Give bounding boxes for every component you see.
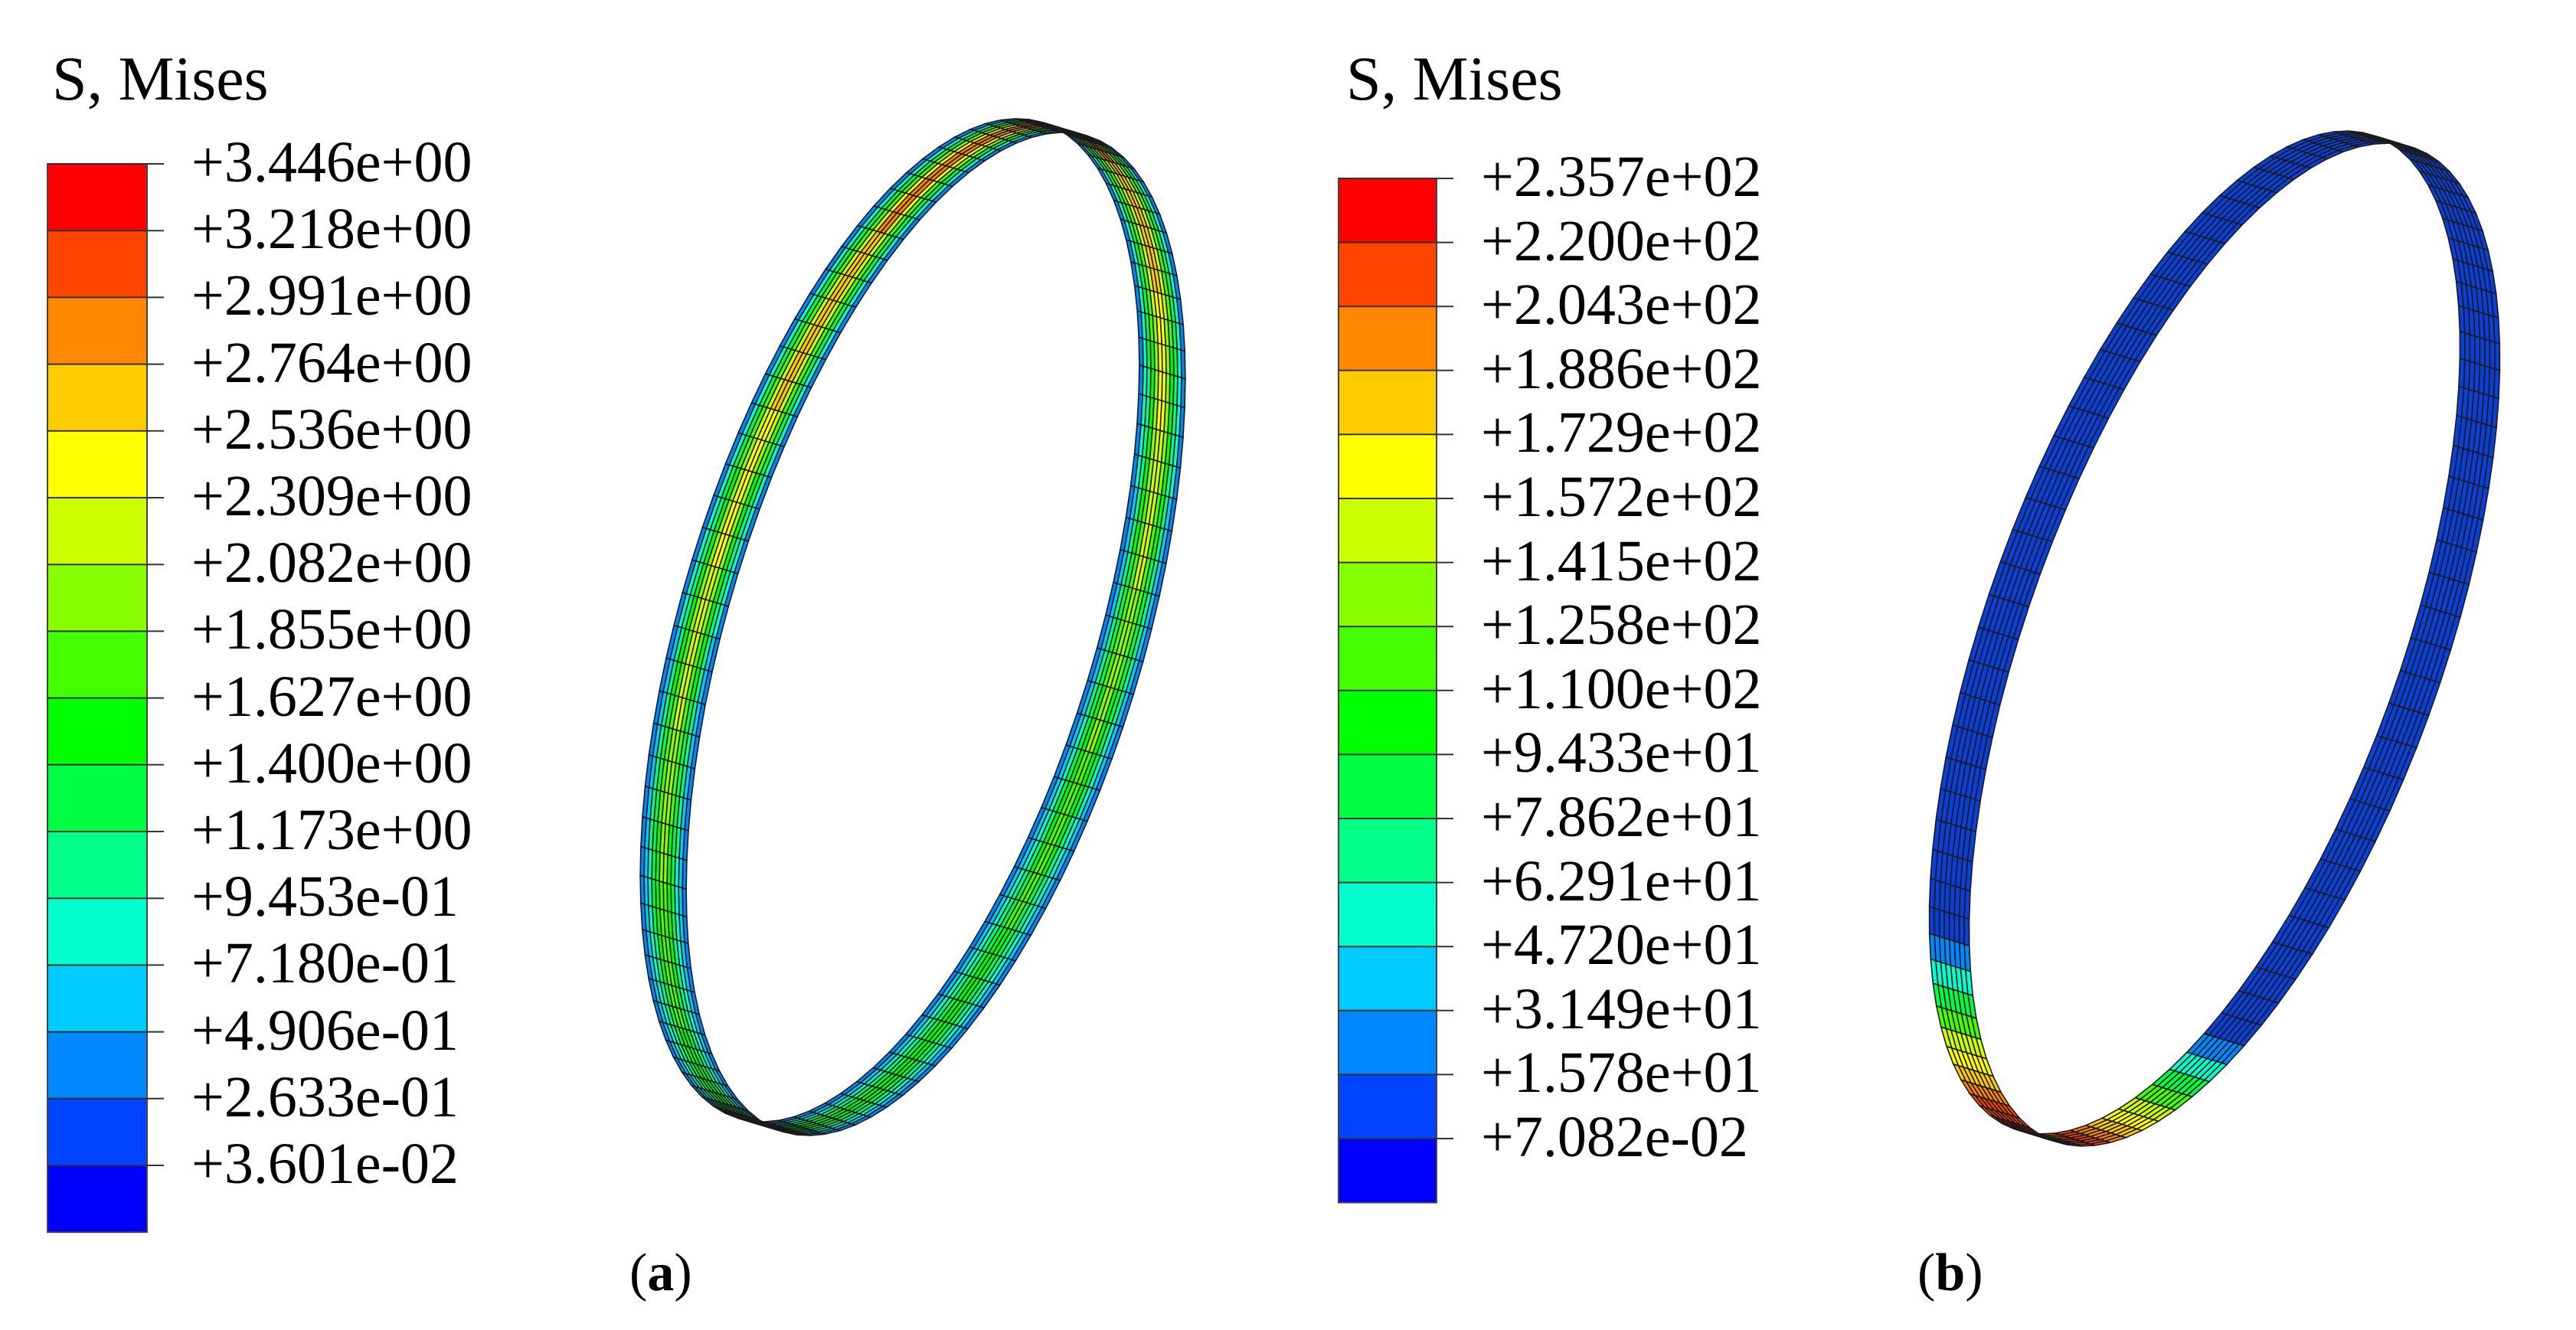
legend-value-label: +4.906e-01 <box>191 998 459 1063</box>
legend-value-label: +2.991e+00 <box>191 263 472 328</box>
legend-swatch <box>1339 946 1437 1011</box>
legend-swatch <box>1339 626 1437 691</box>
mesh-element <box>1928 877 1937 910</box>
legend-value-label: +7.180e-01 <box>191 931 459 996</box>
mesh-element <box>2473 335 2481 365</box>
mesh-element <box>1934 907 1940 938</box>
legend-swatch <box>1339 690 1437 755</box>
legend-swatch <box>47 898 147 966</box>
legend-swatch <box>47 230 147 298</box>
mesh-element <box>2489 339 2496 370</box>
legend-swatch <box>47 564 147 632</box>
caption-letter-b: b <box>1935 1243 1966 1302</box>
legend-swatch <box>47 364 147 432</box>
mesh-element <box>1943 910 1950 941</box>
legend-swatch <box>47 430 147 498</box>
legend-value-label: +1.578e+01 <box>1481 1041 1762 1106</box>
mesh-element <box>2362 132 2381 139</box>
legend-swatch <box>47 498 147 565</box>
caption-letter-a: a <box>647 1243 675 1302</box>
mesh-element <box>1028 119 1047 124</box>
legend-title-b: S, Mises <box>1346 44 1563 113</box>
mesh-element <box>2458 357 2466 389</box>
legend-value-label: +2.043e+02 <box>1481 273 1762 338</box>
mesh-element <box>2493 341 2501 371</box>
mesh-element <box>2463 332 2471 362</box>
legend-value-label: +2.082e+00 <box>191 531 472 596</box>
mesh-element <box>2469 333 2476 364</box>
mesh-element <box>1958 915 1966 946</box>
legend-swatch <box>47 965 147 1033</box>
legend-value-label: +1.627e+00 <box>191 664 472 729</box>
legend-value-label: +2.764e+00 <box>191 330 472 395</box>
mesh-element <box>2479 336 2486 367</box>
legend-title-a: S, Mises <box>52 44 269 113</box>
legend-swatch <box>47 1098 147 1166</box>
legend-swatch <box>1339 178 1437 243</box>
legend-swatch <box>47 764 147 832</box>
legend-swatch <box>1339 882 1437 947</box>
legend-swatch <box>47 1031 147 1100</box>
legend-swatch <box>1339 754 1437 819</box>
legend-value-label: +3.601e-02 <box>191 1132 459 1196</box>
legend-swatch <box>47 832 147 899</box>
legend-value-label: +3.446e+00 <box>191 130 472 194</box>
legend-swatch <box>1339 434 1437 499</box>
legend-value-label: +1.886e+02 <box>1481 336 1762 401</box>
legend-swatch <box>1339 1139 1437 1204</box>
legend-value-label: +7.862e+01 <box>1481 785 1762 849</box>
mesh-element <box>1953 913 1960 944</box>
legend-swatch <box>1339 1010 1437 1075</box>
legend-value-label: +1.415e+02 <box>1481 528 1762 593</box>
mesh-element <box>2459 330 2466 361</box>
mesh-element <box>1928 933 1937 962</box>
legend-value-label: +1.100e+02 <box>1481 656 1762 721</box>
mesh-element <box>2483 338 2491 368</box>
legend-value-label: +1.258e+02 <box>1481 593 1762 658</box>
legend-swatch <box>1339 1074 1437 1139</box>
legend-value-label: +2.200e+02 <box>1481 208 1762 273</box>
legend-value-label: +2.536e+00 <box>191 397 472 462</box>
mesh-element <box>2457 305 2466 334</box>
legend-value-label: +1.729e+02 <box>1481 400 1762 466</box>
mesh-element <box>1928 906 1936 936</box>
caption-b: (b) <box>1917 1243 1983 1302</box>
legend-value-label: +3.218e+00 <box>191 197 472 262</box>
legend-swatch <box>47 164 147 231</box>
legend-value-label: +2.357e+02 <box>1481 145 1762 209</box>
legend-value-label: +7.082e-02 <box>1481 1105 1748 1169</box>
legend-value-label: +1.173e+00 <box>191 798 472 862</box>
ring-mesh <box>639 118 1186 1136</box>
legend-value-label: +9.433e+01 <box>1481 721 1762 786</box>
legend-value-label: +6.291e+01 <box>1481 848 1762 913</box>
legend-value-label: +9.453e-01 <box>191 864 459 930</box>
ring-mesh <box>1928 130 2501 1147</box>
legend-swatch <box>47 698 147 766</box>
legend-swatch <box>1339 306 1437 371</box>
legend-value-label: +2.309e+00 <box>191 464 472 528</box>
legend-swatch <box>47 1165 147 1233</box>
legend-swatch <box>47 631 147 699</box>
legend-value-label: +1.855e+00 <box>191 597 472 662</box>
legend-value-label: +1.400e+00 <box>191 730 472 796</box>
mesh-element <box>1963 917 1970 947</box>
caption-a: (a) <box>629 1243 692 1302</box>
legend-swatch <box>1339 498 1437 564</box>
legend-value-label: +1.572e+02 <box>1481 465 1762 529</box>
legend-swatch <box>1339 562 1437 627</box>
legend-value-label: +3.149e+01 <box>1481 976 1762 1041</box>
legend-swatch <box>1339 242 1437 307</box>
legend-swatch <box>47 297 147 365</box>
mesh-element <box>1948 912 1956 943</box>
legend-swatch <box>1339 370 1437 435</box>
legend-value-label: +4.720e+01 <box>1481 913 1762 978</box>
mesh-element <box>1938 909 1946 939</box>
legend-value-label: +2.633e-01 <box>191 1064 459 1129</box>
legend-swatch <box>1339 819 1437 884</box>
